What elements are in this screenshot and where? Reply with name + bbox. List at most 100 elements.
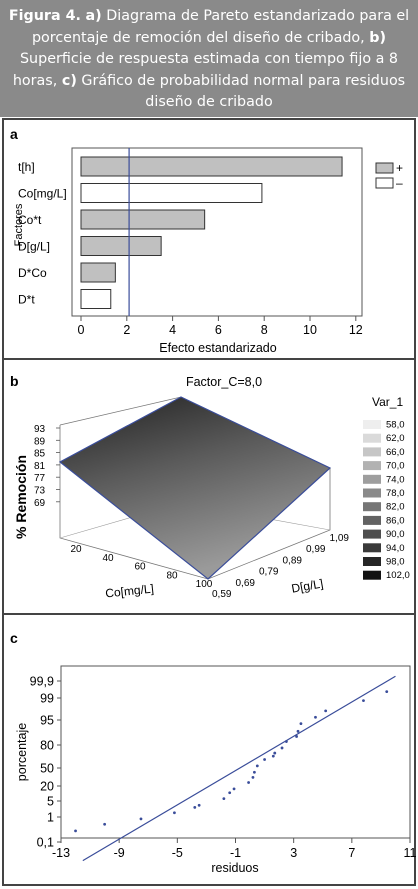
- pareto-xtick-label: 4: [169, 323, 176, 337]
- surface-ztick-label: 77: [34, 473, 46, 484]
- pareto-bar: [80, 262, 116, 283]
- normal-data-point: [253, 770, 256, 774]
- normal-ytick-label: 99,9: [30, 675, 54, 689]
- normal-plot-area: [60, 665, 411, 839]
- normal-ylabel: porcentaje: [15, 723, 29, 781]
- surface-legend-swatch: [363, 447, 381, 457]
- pareto-category-label: D[g/L]: [18, 240, 50, 254]
- surface-ztick-label: 89: [34, 436, 46, 447]
- normal-xtick-label: 3: [290, 846, 297, 860]
- surface-plane: [58, 396, 332, 580]
- surface-legend-label: 74,0: [386, 474, 405, 485]
- pareto-xtick-label: 0: [78, 323, 85, 337]
- normal-data-point: [314, 715, 317, 719]
- surface-legend-label: 94,0: [386, 543, 405, 554]
- surface-legend-label: 90,0: [386, 529, 405, 540]
- normal-ytick-label: 1: [47, 811, 54, 825]
- surface-legend-swatch: [363, 433, 381, 443]
- normal-xtick-label: -13: [52, 846, 70, 860]
- panel-letter-a: a: [10, 126, 18, 142]
- surface-ztick-label: 81: [34, 461, 46, 472]
- normal-xlabel: residuos: [211, 861, 258, 875]
- normal-ytick-label: 99: [40, 692, 54, 706]
- normal-data-point: [255, 764, 259, 768]
- caption-a-key: a): [85, 8, 102, 24]
- normal-ytick-label: 95: [40, 714, 54, 728]
- caption-a-text: Diagrama de Pareto estandarizado para el…: [31, 8, 410, 46]
- pareto-category-label: t[h]: [18, 160, 35, 174]
- surface-ytick-label: 0,99: [306, 544, 326, 555]
- panel-divider-bc: [2, 613, 416, 615]
- normal-xtick-label: 11: [404, 846, 417, 860]
- pareto-bar: [80, 209, 206, 230]
- pareto-bar: [80, 156, 343, 177]
- surface-ztick-label: 85: [34, 449, 46, 460]
- surface-legend-swatch: [363, 570, 381, 580]
- normal-data-point: [296, 729, 300, 733]
- surface-legend-label: 62,0: [386, 433, 405, 444]
- surface-legend-label: 70,0: [386, 461, 405, 472]
- pareto-bar: [80, 183, 263, 203]
- pareto-legend-swatch: [375, 162, 394, 174]
- surface-ztick-label: 69: [34, 498, 46, 509]
- pareto-xlabel: Efecto estandarizado: [159, 341, 276, 355]
- surface-xlabel: Co[mg/L]: [105, 582, 155, 601]
- caption-b-key: b): [369, 29, 387, 46]
- surface-legend-label: 66,0: [386, 447, 405, 458]
- normal-ytick-label: 80: [40, 739, 54, 753]
- normal-ytick-label: 20: [40, 780, 54, 794]
- pareto-category-label: D*Co: [18, 266, 47, 280]
- surface-legend-label: 82,0: [386, 502, 405, 513]
- surface-xtick-label: 40: [102, 553, 114, 564]
- normal-data-point: [247, 781, 250, 784]
- surface-legend-label: 102,0: [386, 570, 410, 581]
- figure-caption: Figura 4. a) Diagrama de Pareto estandar…: [0, 0, 418, 117]
- surface-xtick-label: 20: [70, 544, 82, 555]
- surface-ylabel: D[g/L]: [290, 576, 324, 595]
- normal-xtick-label: 7: [348, 846, 355, 860]
- figure-frame: [2, 118, 416, 886]
- surface-xtick-label: 80: [166, 570, 178, 581]
- surface-ztick-label: 93: [34, 424, 46, 435]
- pareto-xtick-label: 6: [215, 323, 222, 337]
- normal-data-point: [222, 797, 226, 801]
- pareto-xtick-label: 8: [261, 323, 268, 337]
- pareto-legend-label: –: [396, 176, 403, 190]
- normal-data-point: [280, 746, 284, 750]
- surface-legend-swatch: [363, 488, 381, 498]
- surface-legend-swatch: [363, 474, 381, 484]
- surface-legend-title: Var_1: [372, 395, 403, 409]
- normal-data-point: [284, 740, 288, 743]
- pareto-chart: a t[h] Co[mg/L] Co*t D[g/L] D*Co D*t 0 2 4 6 8 10 1…: [10, 126, 403, 355]
- surface-legend-label: 86,0: [386, 515, 405, 526]
- caption-b-text: Superficie de respuesta estimada con tie…: [12, 51, 399, 89]
- normal-data-point: [385, 690, 389, 694]
- surface-ytick-label: 0,59: [212, 589, 232, 600]
- surface-legend-swatch: [363, 515, 381, 525]
- normal-data-point: [228, 791, 232, 795]
- normal-data-point: [232, 787, 236, 791]
- surface-ytick-label: 0,69: [236, 578, 256, 589]
- pareto-plot-area: [71, 147, 363, 317]
- normal-data-point: [173, 811, 176, 815]
- normal-data-point: [299, 722, 303, 726]
- pareto-category-label: D*t: [18, 293, 35, 307]
- surface-legend-swatch: [363, 543, 381, 553]
- normal-ytick-label: 0,1: [37, 836, 54, 850]
- surface-legend-swatch: [363, 420, 381, 429]
- normal-data-point: [74, 829, 77, 833]
- normal-data-point: [263, 758, 266, 761]
- pareto-legend-swatch: [375, 177, 394, 189]
- normal-data-point: [103, 822, 107, 826]
- surface-legend-swatch: [363, 502, 381, 512]
- surface-legend-swatch: [363, 557, 381, 566]
- pareto-category-label: Co*t: [18, 213, 42, 227]
- normal-data-point: [197, 803, 201, 807]
- surface-legend-swatch: [363, 529, 381, 539]
- surface-ytick-label: 0,89: [283, 555, 303, 566]
- pareto-category-label: Co[mg/L]: [18, 187, 67, 201]
- surface-legend-label: 58,0: [386, 420, 405, 431]
